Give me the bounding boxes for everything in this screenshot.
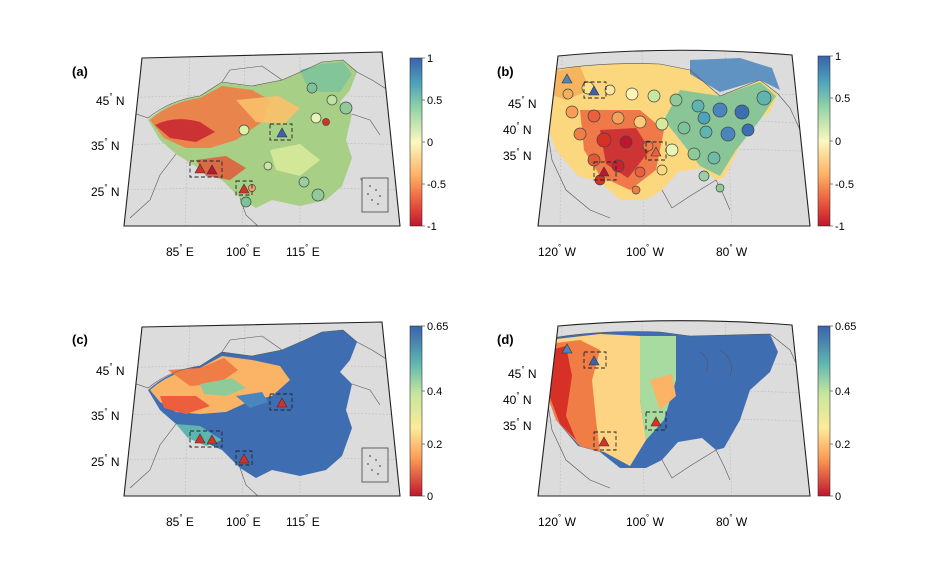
panel-a-lat-tick-35: 35° N	[91, 137, 120, 153]
panel-d-cb-tick: 0.65	[835, 321, 856, 333]
panel-a-lat-tick-25: 25° N	[91, 183, 120, 199]
panel-c-cb-tick: 0.4	[427, 386, 442, 398]
panel-a-frame	[123, 51, 401, 227]
panel-b-cb-tick: -1	[835, 221, 845, 233]
panel-b-cb-tick: 0.5	[835, 93, 850, 105]
panel-c-frame	[123, 321, 401, 497]
panel-c-cb-tick: 0.2	[427, 439, 442, 451]
panel-a-label: (a)	[72, 64, 88, 79]
panel-c-lon-tick-85: 85° E	[166, 513, 194, 529]
panel-d-colorbar	[817, 325, 831, 497]
panel-b-lon-tick-80: 80° W	[716, 243, 748, 259]
panel-c-lon-tick-100: 100° E	[226, 513, 261, 529]
panel-d-label: (d)	[497, 332, 514, 347]
panel-c-map	[124, 322, 400, 496]
panel-b-lat-tick-35: 35° N	[503, 147, 532, 163]
panel-a-cb-tick: -0.5	[427, 179, 446, 191]
panel-d-lon-tick-120: 120° W	[538, 513, 577, 529]
panel-a-cb-tick: -1	[427, 221, 437, 233]
panel-c-colorbar	[409, 325, 423, 497]
panel-b-cb-tick: 0	[835, 136, 841, 148]
panel-b-cb-tick: -0.5	[835, 179, 854, 191]
panel-d-map	[538, 320, 810, 496]
panel-d-lon-tick-100: 100° W	[626, 513, 665, 529]
panel-a-lon-tick-115: 115° E	[286, 243, 320, 259]
panel-b-lon-tick-100: 100° W	[626, 243, 665, 259]
panel-d-frame	[537, 320, 811, 497]
panel-d: (d)	[497, 320, 856, 529]
panel-c-cb-tick: 0.65	[427, 321, 448, 333]
panel-c-lat-tick-35: 35° N	[91, 407, 120, 423]
panel-d-lat-tick-35: 35° N	[503, 417, 532, 433]
panel-b-map	[538, 50, 810, 226]
panel-a: (a)	[72, 51, 446, 259]
panel-b: (b)	[497, 49, 854, 259]
panel-a-cb-tick: 0.5	[427, 95, 442, 107]
panel-c-lat-tick-45: 45° N	[96, 362, 125, 378]
panel-b-frame	[537, 49, 811, 227]
panel-a-colorbar	[409, 57, 423, 227]
panel-d-cb-tick: 0.4	[835, 386, 850, 398]
panel-a-cb-tick: 0	[427, 137, 433, 149]
panel-d-cb-tick: 0.2	[835, 439, 850, 451]
panel-c: (c)	[72, 321, 448, 529]
panel-d-lon-tick-80: 80° W	[716, 513, 748, 529]
panel-a-lat-tick-45: 45° N	[96, 92, 125, 108]
panel-a-map	[124, 52, 400, 226]
panel-b-lat-tick-45: 45° N	[508, 95, 537, 111]
panel-b-cb-tick: 1	[835, 51, 841, 63]
panel-c-lon-tick-115: 115° E	[286, 513, 320, 529]
panel-b-lon-tick-120: 120° W	[538, 243, 577, 259]
panel-a-lon-tick-85: 85° E	[166, 243, 194, 259]
panel-b-label: (b)	[497, 64, 514, 79]
panel-a-lon-tick-100: 100° E	[226, 243, 261, 259]
panel-c-label: (c)	[72, 332, 88, 347]
panel-d-lat-tick-40: 40° N	[503, 391, 532, 407]
panel-b-colorbar	[817, 55, 831, 227]
panel-d-cb-tick: 0	[835, 491, 841, 503]
panel-d-lat-tick-45: 45° N	[508, 365, 537, 381]
panel-b-lat-tick-40: 40° N	[503, 121, 532, 137]
panel-c-cb-tick: 0	[427, 491, 433, 503]
panel-a-cb-tick: 1	[427, 53, 433, 65]
panel-c-lat-tick-25: 25° N	[91, 453, 120, 469]
